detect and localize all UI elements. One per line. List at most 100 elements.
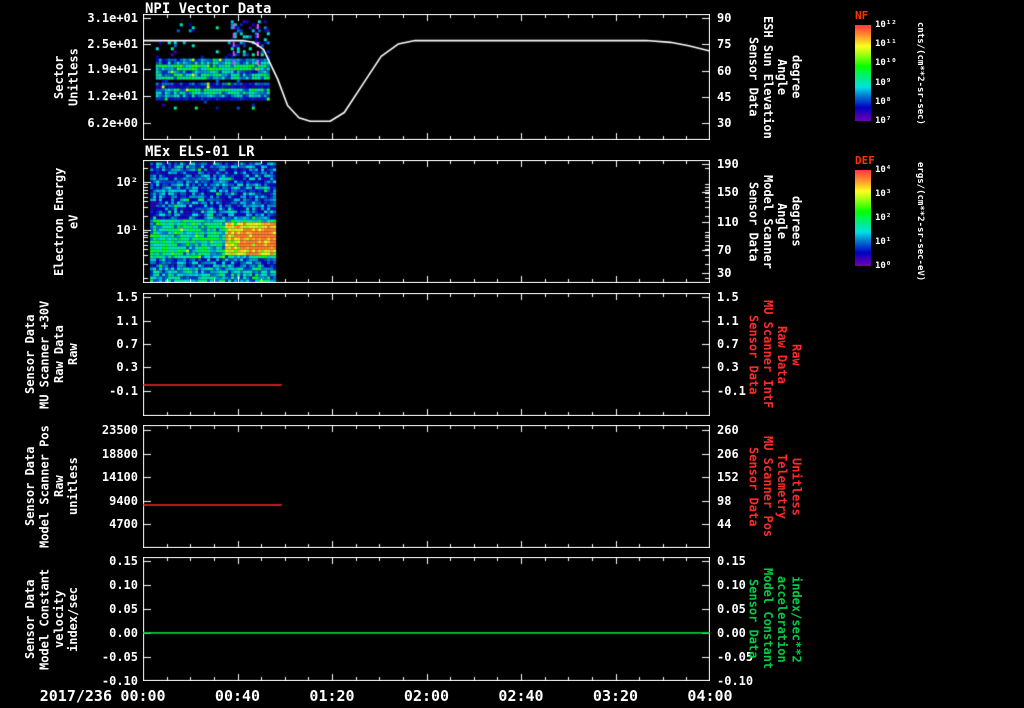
axis-label-line: Telemetry — [775, 453, 790, 520]
axis-label-line: MU Scanner +30V — [37, 300, 52, 409]
y-tick-label: 1.9e+01 — [87, 62, 138, 77]
y-tick-label: 98 — [717, 493, 732, 508]
panel-npi-vector: 3.1e+01 2.5e+01 1.9e+01 1.2e+01 6.2e+00 90 75… — [52, 12, 804, 140]
x-tick-label: 02:40 — [498, 687, 544, 705]
y-tick-label: 110 — [717, 214, 739, 229]
axis-label-line: Electron Energy — [52, 167, 67, 276]
axis-label-line: velocity — [52, 590, 67, 648]
y-tick-label: 0.3 — [717, 360, 739, 375]
y-tick-label: 0.00 — [109, 626, 138, 641]
y-tick-label: 0.7 — [717, 337, 739, 352]
axis-label-line: Angle — [775, 203, 790, 240]
panel-title-els: MEx ELS-01 LR — [145, 144, 255, 160]
colorbar-units-nf: cnts/(cm**2-sr-sec) — [915, 21, 925, 125]
y-tick-label: 2.5e+01 — [87, 36, 138, 51]
axis-label-line: Raw — [789, 343, 804, 366]
colorbar-tick-label: 10⁷ — [875, 116, 892, 126]
y-tick-label: 260 — [717, 422, 739, 437]
panel-els-spectrogram: 10² 10¹ 190 150 110 70 30 Electron Energy eV S… — [52, 158, 804, 283]
colorbar-tick-label: 10⁴ — [875, 165, 892, 175]
plot-canvas-npi — [143, 14, 710, 140]
y-tick-label: 1.1 — [116, 313, 138, 328]
axis-label-line: Model Scanner Pos — [37, 425, 52, 548]
axis-label-line: Sensor Data — [746, 579, 761, 659]
x-tick-label: 02:00 — [403, 687, 450, 705]
colorbar-ticks-def: 10⁴ 10³ 10² 10¹ 10⁰ — [855, 165, 891, 271]
colorbar-tick-label: 10⁹ — [875, 77, 892, 88]
y-tick-label: 6.2e+00 — [87, 115, 138, 130]
y-axis-label-model-constant-acceleration: Sensor Data Model Constant acceleration ind… — [746, 557, 803, 681]
y-tick-label: 70 — [717, 242, 732, 257]
axis-label-line: eV — [66, 214, 81, 229]
y-tick-label: 0.05 — [109, 602, 138, 617]
y-tick-label: 0.00 — [717, 626, 746, 641]
colorbar-gradient-def — [855, 170, 871, 266]
y-tick-label: 150 — [717, 184, 739, 199]
y-axis-label-mu-scanner-30v: Sensor Data MU Scanner +30V Raw Data Raw — [23, 293, 81, 416]
y-axis-label-sector: Sector Unitless — [52, 14, 81, 140]
axis-label-line: index/sec — [66, 586, 81, 652]
panel-mu-scanner-30v: 1.5 1.1 0.7 0.3 -0.1 1.5 1.1 0.7 0.3 -0.1 Sensor… — [23, 291, 804, 416]
colorbar-nf: NF 10¹² 10¹¹ 10¹⁰ 10⁹ 10⁸ 10⁷ cnts/(cm**2-sr-… — [855, 9, 925, 126]
plot-canvas-model-scanner-pos — [143, 425, 710, 548]
y-tick-label: -0.1 — [717, 383, 746, 398]
y-tick-label: 0.3 — [116, 360, 138, 375]
y-tick-label: 0.10 — [717, 577, 746, 592]
colorbar-label-nf: NF — [855, 9, 869, 22]
y-tick-label: -0.05 — [101, 650, 138, 665]
axis-label-line: Angle — [775, 58, 790, 96]
y-tick-label: 152 — [717, 470, 739, 485]
y-tick-label: 1.5 — [116, 290, 138, 305]
axis-label-line: Sector — [52, 55, 67, 99]
x-tick-label: 01:20 — [309, 687, 355, 705]
colorbar-tick-label: 10¹² — [875, 20, 897, 30]
plot-canvas-mu-scanner-30v — [143, 293, 710, 416]
axis-label-line: MU Scanner IntF — [760, 300, 775, 409]
y-axis-label-mu-scanner-pos-telemetry: Sensor Data MU Scanner Pos Telemetry Unitle… — [746, 425, 804, 548]
x-tick-label: 00:00 — [120, 687, 166, 705]
axis-label-line: Sensor Data — [746, 446, 761, 527]
axis-label-line: Model Constant — [760, 568, 775, 670]
y-tick-label: 44 — [717, 517, 732, 531]
colorbar-tick-label: 10¹⁰ — [875, 58, 897, 69]
axis-label-line: Raw Data — [775, 325, 790, 384]
y-tick-label: 30 — [717, 115, 732, 130]
y-axis-label-electron-energy: Electron Energy eV — [52, 160, 81, 283]
y-tick-label: 10² — [116, 175, 138, 190]
x-tick-label: 04:00 — [687, 687, 733, 705]
axis-label-line: Unitless — [789, 457, 804, 516]
colorbar-def: DEF 10⁴ 10³ 10² 10¹ 10⁰ ergs/(cm**2-sr-sec-e… — [855, 154, 925, 281]
y-tick-label: 0.10 — [109, 577, 138, 592]
plot-canvas-model-constant — [143, 557, 710, 681]
axis-label-line: degrees — [789, 196, 804, 247]
y-axis-label-model-scanner-pos: Sensor Data Model Scanner Pos Raw unitless — [23, 425, 81, 548]
axis-label-line: Unitless — [66, 48, 81, 106]
y-tick-label: 30 — [717, 266, 732, 281]
axis-label-line: Sensor Data — [23, 314, 38, 395]
y-tick-label: 60 — [717, 63, 732, 78]
colorbar-label-def: DEF — [855, 154, 875, 167]
y-tick-label: 90 — [717, 10, 732, 25]
axis-label-line: acceleration — [775, 575, 790, 663]
plot-canvas-els — [143, 160, 710, 283]
y-tick-label: 1.2e+01 — [87, 88, 138, 103]
y-tick-label: 0.7 — [116, 337, 138, 352]
axis-label-line: Sensor Data — [746, 37, 761, 117]
time-axis: 00:00 00:40 01:20 02:00 02:40 03:20 04:00 — [120, 687, 732, 705]
axis-label-line: ESH Sun Elevation — [760, 15, 775, 139]
axis-label-line: Raw Data — [52, 325, 67, 384]
y-tick-label: -0.1 — [109, 383, 138, 398]
y-tick-label: 4700 — [109, 517, 138, 531]
y-tick-label: 1.5 — [717, 290, 739, 305]
y-tick-label: 0.15 — [717, 553, 746, 568]
x-tick-label: 03:20 — [592, 687, 639, 705]
axis-label-line: Sensor Data — [23, 579, 38, 659]
axis-label-line: Raw — [66, 343, 81, 366]
axis-label-line: Sensor Data — [746, 314, 761, 395]
y-tick-label: 45 — [717, 90, 732, 105]
panel-title-npi-vector: NPI Vector Data — [145, 1, 272, 17]
axis-label-line: MU Scanner Pos — [760, 435, 775, 538]
colorbar-tick-label: 10⁸ — [875, 96, 892, 107]
y-tick-label: 23500 — [101, 422, 138, 437]
